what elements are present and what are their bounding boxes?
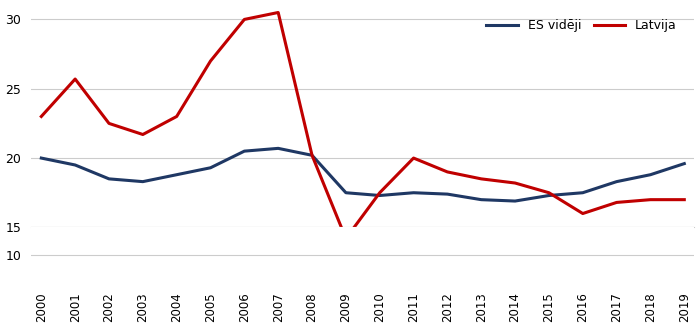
ES vidēji: [646, 173, 654, 177]
ES vidēji: [71, 163, 79, 167]
Line: ES vidēji: ES vidēji: [41, 148, 685, 201]
Latvija: [274, 10, 282, 14]
ES vidēji: [172, 173, 181, 177]
ES vidēji: [477, 198, 485, 202]
ES vidēji: [240, 149, 248, 153]
Latvija: [139, 133, 147, 136]
ES vidēji: [680, 162, 689, 166]
Latvija: [240, 17, 248, 21]
Line: Latvija: Latvija: [41, 12, 685, 238]
Latvija: [105, 121, 113, 125]
Latvija: [206, 59, 215, 63]
Latvija: [511, 181, 519, 185]
Latvija: [477, 177, 485, 181]
Latvija: [443, 170, 452, 174]
ES vidēji: [410, 191, 418, 195]
Legend: ES vidēji, Latvija: ES vidēji, Latvija: [482, 14, 682, 37]
Latvija: [680, 198, 689, 202]
ES vidēji: [375, 194, 384, 197]
ES vidēji: [308, 153, 316, 157]
ES vidēji: [443, 192, 452, 196]
Latvija: [71, 77, 79, 81]
ES vidēji: [612, 180, 621, 184]
ES vidēji: [274, 146, 282, 150]
ES vidēji: [579, 191, 587, 195]
Latvija: [579, 212, 587, 215]
ES vidēji: [511, 199, 519, 203]
Latvija: [172, 114, 181, 118]
Latvija: [646, 198, 654, 202]
Latvija: [308, 153, 316, 157]
ES vidēji: [37, 156, 46, 160]
Latvija: [342, 236, 350, 240]
Latvija: [545, 191, 553, 195]
ES vidēji: [342, 191, 350, 195]
Latvija: [375, 191, 384, 195]
Latvija: [410, 156, 418, 160]
Latvija: [37, 114, 46, 118]
ES vidēji: [105, 177, 113, 181]
ES vidēji: [206, 166, 215, 170]
Latvija: [612, 200, 621, 204]
ES vidēji: [139, 180, 147, 184]
ES vidēji: [545, 194, 553, 197]
